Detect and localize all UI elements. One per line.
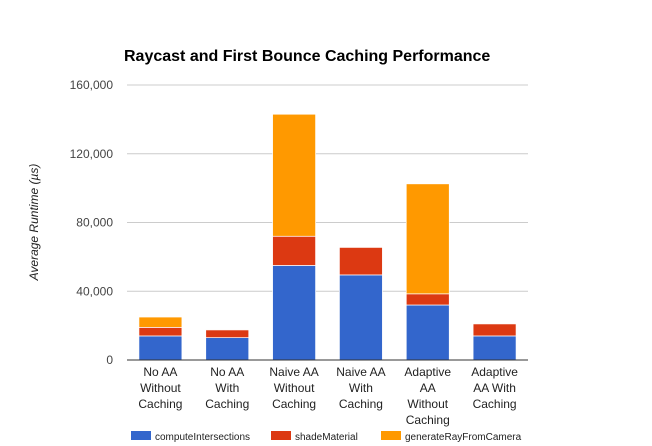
bar-segment [339, 274, 383, 361]
bar-segment [272, 235, 316, 266]
y-axis-label: Average Runtime (µs) [27, 164, 41, 282]
x-category-label: Naive AA Without Caching [269, 365, 318, 411]
bars [138, 113, 517, 361]
bar-segment [138, 335, 183, 361]
bar-segment [405, 293, 450, 306]
y-tick-label: 80,000 [76, 216, 113, 230]
bar-segment [405, 183, 450, 295]
x-axis-categories: No AA Without Caching No AA With Caching Naive… [138, 365, 518, 427]
legend: computeIntersections shadeMaterial generat… [131, 431, 522, 443]
bar-segment [205, 329, 250, 339]
chart-title: Raycast and First Bounce Caching Perform… [124, 48, 490, 65]
y-tick-label: 160,000 [70, 78, 114, 92]
x-category-label: No AA With Caching [205, 365, 249, 411]
y-axis-ticks: 0 40,000 80,000 120,000 160,000 [70, 78, 114, 367]
legend-swatch [381, 431, 401, 440]
gridlines [127, 84, 528, 292]
x-category-label: Adaptive AA Without Caching [404, 365, 451, 427]
y-tick-label: 0 [106, 353, 113, 367]
bar-segment [205, 337, 250, 361]
bar-segment [339, 247, 383, 276]
x-category-label: Adaptive AA With Caching [471, 365, 518, 411]
y-tick-label: 120,000 [70, 147, 114, 161]
bar-segment [272, 113, 316, 237]
bar-segment [472, 323, 517, 337]
bar-segment [138, 316, 183, 328]
x-category-label: Naive AA With Caching [336, 365, 385, 411]
legend-label: generateRayFromCamera [405, 432, 522, 443]
x-category-label: No AA Without Caching [138, 365, 182, 411]
bar-segment [405, 304, 450, 361]
bar-segment [472, 335, 517, 361]
legend-label: computeIntersections [155, 432, 250, 443]
legend-swatch [271, 431, 291, 440]
legend-swatch [131, 431, 151, 440]
bar-segment [138, 326, 183, 337]
legend-label: shadeMaterial [295, 432, 358, 443]
y-tick-label: 40,000 [76, 284, 113, 298]
bar-segment [272, 265, 316, 361]
